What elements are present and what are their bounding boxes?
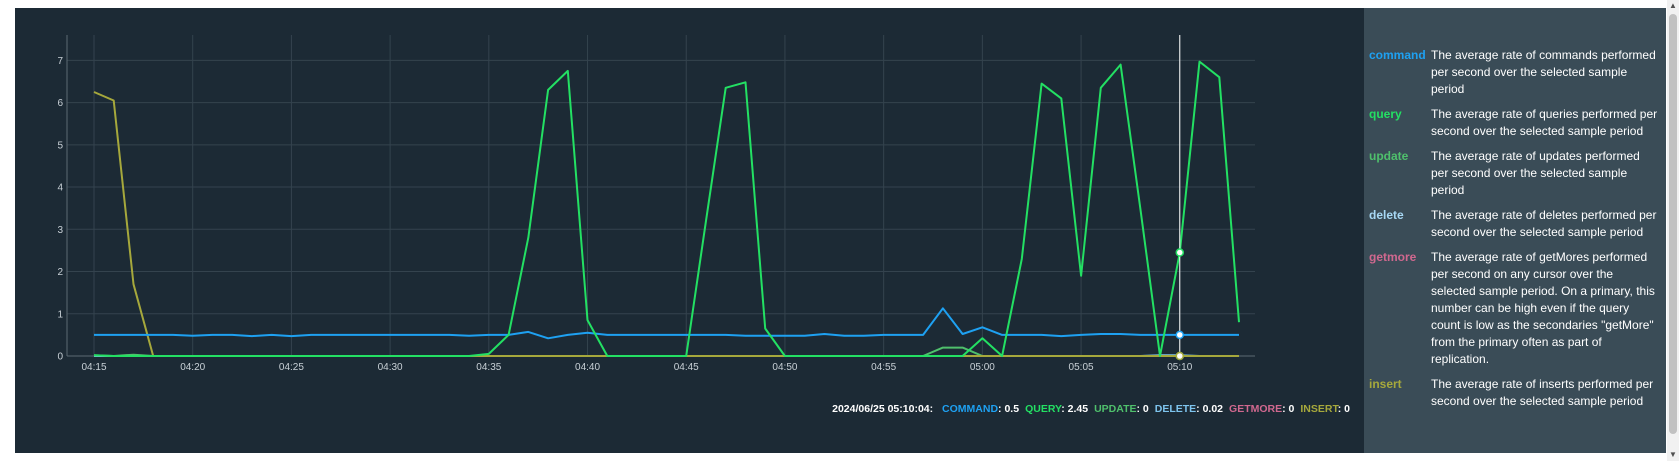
readout-label: GETMORE — [1229, 403, 1283, 415]
scroll-down-arrow-icon[interactable]: ▼ — [1669, 450, 1677, 459]
readout-value: : 0 — [1136, 403, 1149, 415]
series-line-insert — [93, 91, 1239, 357]
line-chart: 0 1 2 3 4 5 6 7 04:15 04:20 04:25 04:30 04:35 04:40 04… — [57, 35, 1255, 373]
x-tick-label: 05:00 — [970, 362, 995, 373]
series-line-update — [93, 346, 1239, 357]
readout-value: : 0 — [1337, 403, 1350, 415]
legend-description: The average rate of deletes performed pe… — [1431, 208, 1657, 239]
x-tick-label: 04:50 — [772, 362, 797, 373]
series-line-query — [93, 60, 1240, 357]
legend-item-command: command The average rate of commands perf… — [1364, 47, 1666, 98]
y-tick-label: 3 — [57, 225, 63, 236]
readout-value: : 2.45 — [1061, 403, 1089, 415]
x-tick-label: 04:30 — [378, 362, 403, 373]
legend-description: The average rate of getMores performed p… — [1431, 250, 1655, 366]
readout-label: QUERY — [1025, 403, 1062, 415]
readout-label: DELETE — [1154, 403, 1197, 415]
readout-item-update: UPDATE: 0 — [1094, 403, 1149, 415]
readout-item-getmore: GETMORE: 0 — [1229, 403, 1294, 415]
legend-list: command The average rate of commands perf… — [1364, 47, 1666, 410]
y-tick-label: 4 — [57, 183, 63, 194]
x-tick-label: 05:05 — [1069, 362, 1094, 373]
legend-key: delete — [1369, 208, 1404, 222]
legend-description: The average rate of commands performed p… — [1431, 48, 1656, 96]
legend-description: The average rate of inserts performed pe… — [1431, 377, 1654, 408]
hover-readout: 2024/06/25 05:10:04: COMMAND: 0.5 QUERY: … — [832, 403, 1350, 415]
legend-key: insert — [1369, 377, 1402, 391]
chart-panel: 0 1 2 3 4 5 6 7 04:15 04:20 04:25 04:30 04:35 04:40 04… — [15, 8, 1364, 453]
x-tick-label: 04:55 — [871, 362, 896, 373]
scroll-up-arrow-icon[interactable]: ▲ — [1669, 1, 1677, 10]
series-line-command — [94, 307, 1239, 340]
legend-key: command — [1369, 48, 1426, 62]
readout-label: UPDATE — [1094, 403, 1137, 415]
hover-point-command — [1175, 330, 1185, 340]
x-tick-label: 04:40 — [575, 362, 600, 373]
readout-value: : 0.5 — [998, 403, 1020, 415]
readout-item-insert: INSERT: 0 — [1300, 403, 1350, 415]
legend-item-update: update The average rate of updates perfor… — [1364, 148, 1666, 199]
y-tick-label: 5 — [57, 140, 63, 151]
y-tick-label: 1 — [57, 309, 63, 320]
legend-item-insert: insert The average rate of inserts perfor… — [1364, 376, 1666, 410]
y-tick-label: 2 — [57, 267, 63, 278]
legend-key: update — [1369, 149, 1409, 163]
x-tick-label: 04:15 — [81, 362, 106, 373]
readout-label: COMMAND — [942, 403, 999, 415]
hover-point-query — [1175, 248, 1185, 257]
x-tick-label: 04:20 — [180, 362, 205, 373]
x-tick-label: 04:35 — [476, 362, 501, 373]
legend-item-delete: delete The average rate of deletes perfor… — [1364, 207, 1666, 241]
readout-timestamp: 2024/06/25 05:10:04: — [832, 403, 934, 415]
legend-key: query — [1369, 107, 1402, 121]
scroll-thumb[interactable] — [1669, 14, 1677, 434]
hover-point-insert — [1175, 351, 1185, 361]
readout-item-delete: DELETE: 0.02 — [1155, 403, 1223, 415]
readout-value: : 0.02 — [1196, 403, 1224, 415]
legend-description: The average rate of queries performed pe… — [1431, 107, 1658, 138]
legend-panel: command The average rate of commands perf… — [1364, 8, 1666, 453]
y-tick-label: 7 — [57, 56, 63, 67]
readout-value: : 0 — [1282, 403, 1295, 415]
legend-description: The average rate of updates performed pe… — [1431, 149, 1640, 197]
y-tick-label: 6 — [57, 98, 63, 109]
legend-item-query: query The average rate of queries perform… — [1364, 106, 1666, 140]
x-tick-label: 05:10 — [1167, 362, 1192, 373]
readout-item-query: QUERY: 2.45 — [1025, 403, 1088, 415]
y-tick-label: 0 — [57, 352, 63, 363]
readout-label: INSERT — [1300, 403, 1338, 415]
x-tick-label: 04:45 — [674, 362, 699, 373]
legend-key: getmore — [1369, 250, 1417, 264]
vertical-scrollbar[interactable]: ▲ ▼ — [1667, 0, 1679, 461]
x-tick-label: 04:25 — [279, 362, 304, 373]
legend-item-getmore: getmore The average rate of getMores perf… — [1364, 249, 1666, 368]
readout-item-command: COMMAND: 0.5 — [942, 403, 1019, 415]
